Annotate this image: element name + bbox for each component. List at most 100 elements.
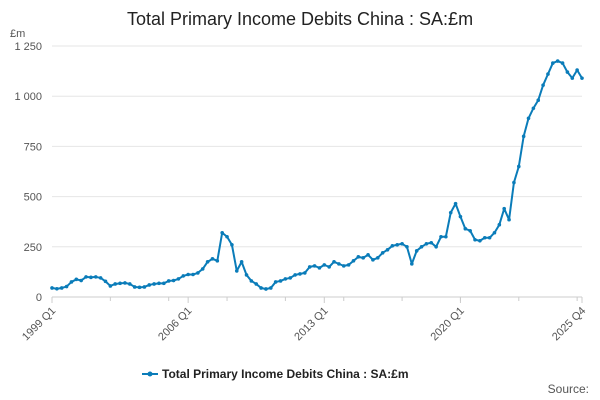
data-point[interactable] [565,70,570,74]
data-point[interactable] [458,214,463,219]
data-point[interactable] [351,259,356,263]
data-point[interactable] [439,234,443,239]
data-point[interactable] [108,284,113,288]
data-point[interactable] [307,265,312,269]
data-point[interactable] [64,284,69,289]
data-point[interactable] [186,272,190,277]
data-point[interactable] [551,61,555,65]
data-point[interactable] [317,266,322,270]
data-point[interactable] [497,222,502,227]
data-point[interactable] [181,274,186,278]
data-point[interactable] [191,272,195,277]
data-point[interactable] [118,281,122,286]
data-point[interactable] [293,273,297,277]
data-point[interactable] [128,282,132,286]
data-point[interactable] [288,276,293,280]
data-point[interactable] [244,273,249,277]
data-point[interactable] [478,238,482,243]
data-point[interactable] [142,285,147,289]
data-point[interactable] [79,278,83,283]
data-point[interactable] [322,263,327,267]
data-point[interactable] [405,245,409,249]
data-point[interactable] [205,260,210,264]
data-point[interactable] [463,226,468,231]
data-point[interactable] [410,262,414,266]
data-point[interactable] [239,260,244,264]
data-point[interactable] [390,244,395,248]
data-point[interactable] [171,278,176,283]
data-point[interactable] [521,134,526,139]
data-point[interactable] [375,256,380,260]
data-point[interactable] [103,279,108,284]
data-point[interactable] [560,61,565,65]
data-point[interactable] [298,272,302,276]
data-point[interactable] [113,282,118,286]
data-point[interactable] [502,206,507,211]
data-point[interactable] [98,276,103,280]
data-point[interactable] [89,275,93,280]
data-point[interactable] [468,228,472,233]
data-point[interactable] [215,259,220,263]
legend[interactable]: Total Primary Income Debits China : SA:£… [142,367,409,381]
data-point[interactable] [541,83,545,87]
data-point[interactable] [220,230,224,235]
series-line[interactable] [51,60,583,290]
data-point[interactable] [303,271,307,275]
data-point[interactable] [341,264,346,268]
data-point[interactable] [93,275,98,279]
data-point[interactable] [69,280,74,284]
data-point[interactable] [84,275,88,279]
data-point[interactable] [234,269,239,273]
data-point[interactable] [312,264,317,268]
data-point[interactable] [259,286,263,290]
data-point[interactable] [346,263,351,267]
data-point[interactable] [400,241,404,246]
data-point[interactable] [230,242,234,247]
data-point[interactable] [492,230,497,235]
data-point[interactable] [414,249,419,253]
data-point[interactable] [536,98,541,103]
data-point[interactable] [444,234,448,239]
data-point[interactable] [132,285,137,289]
data-point[interactable] [380,251,385,255]
data-point[interactable] [512,180,516,185]
data-point[interactable] [327,265,331,269]
data-point[interactable] [123,281,127,285]
data-point[interactable] [273,280,278,284]
data-point[interactable] [176,277,181,281]
data-point[interactable] [516,164,521,169]
data-point[interactable] [147,283,152,287]
data-point[interactable] [157,281,161,286]
data-point[interactable] [225,234,229,239]
data-point[interactable] [366,253,370,257]
data-point[interactable] [482,235,487,240]
data-point[interactable] [283,277,288,281]
data-point[interactable] [546,72,550,76]
data-point[interactable] [570,76,575,80]
data-point[interactable] [74,277,79,282]
data-point[interactable] [196,271,200,275]
data-point[interactable] [580,76,584,80]
data-point[interactable] [264,287,268,291]
data-point[interactable] [152,282,156,286]
data-point[interactable] [473,237,477,242]
data-point[interactable] [210,257,215,261]
data-point[interactable] [385,248,390,252]
data-point[interactable] [200,267,205,271]
data-point[interactable] [249,279,254,283]
data-point[interactable] [332,260,336,264]
data-point[interactable] [371,258,375,262]
data-point[interactable] [526,116,531,121]
data-point[interactable] [531,106,536,111]
data-point[interactable] [166,279,171,283]
data-point[interactable] [575,68,579,72]
data-point[interactable] [162,281,166,286]
data-point[interactable] [555,59,560,63]
data-point[interactable] [137,285,142,290]
data-point[interactable] [429,240,434,245]
data-point[interactable] [487,235,492,240]
data-point[interactable] [507,217,511,222]
data-point[interactable] [59,286,64,290]
data-point[interactable] [50,286,54,290]
data-point[interactable] [356,255,361,259]
